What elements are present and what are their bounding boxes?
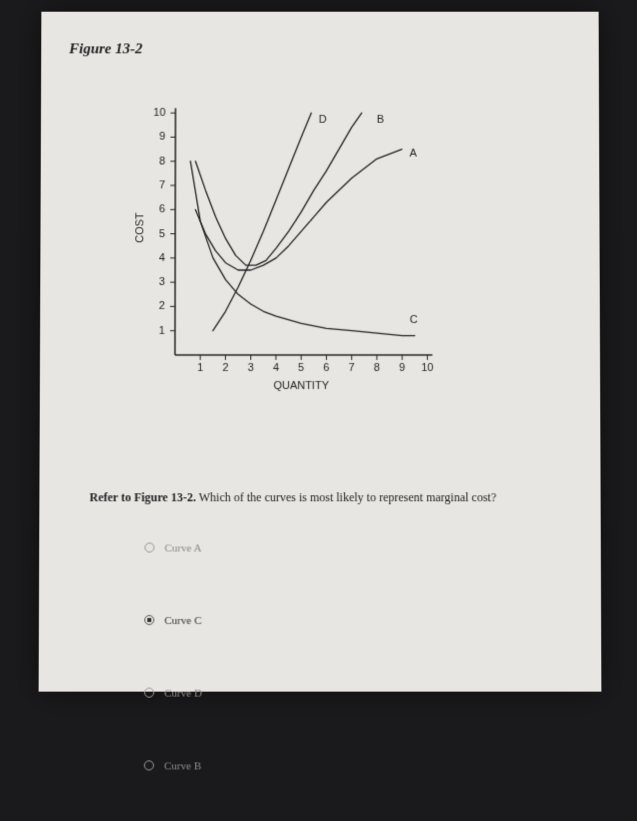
svg-text:7: 7 bbox=[349, 362, 355, 374]
answer-options: Curve A Curve C Curve D Curve B bbox=[144, 530, 202, 821]
option-label: Curve A bbox=[165, 543, 202, 555]
svg-text:COST: COST bbox=[134, 212, 146, 243]
svg-text:C: C bbox=[410, 314, 418, 326]
svg-text:9: 9 bbox=[399, 362, 405, 374]
answer-option[interactable]: Curve D bbox=[144, 675, 202, 711]
svg-text:7: 7 bbox=[159, 179, 165, 191]
svg-text:A: A bbox=[409, 147, 417, 159]
option-label: Curve D bbox=[164, 688, 202, 700]
svg-text:2: 2 bbox=[159, 300, 165, 312]
svg-text:4: 4 bbox=[159, 252, 165, 264]
worksheet-page: Figure 13-2 1 2 3 4 5 6 7 8 9 10 1 2 3 4 5 6 7 8 9 10 QUANTI… bbox=[39, 12, 602, 692]
svg-text:1: 1 bbox=[197, 362, 203, 374]
svg-text:3: 3 bbox=[248, 362, 254, 374]
svg-text:5: 5 bbox=[159, 228, 165, 240]
svg-text:QUANTITY: QUANTITY bbox=[273, 380, 329, 392]
cost-chart: 1 2 3 4 5 6 7 8 9 10 1 2 3 4 5 6 7 8 9 10 QUANTITY COST A B C D bbox=[130, 91, 460, 400]
question-body: Which of the curves is most likely to re… bbox=[196, 490, 496, 504]
option-label: Curve B bbox=[164, 760, 201, 772]
radio-icon bbox=[144, 688, 154, 698]
svg-text:5: 5 bbox=[298, 362, 304, 374]
question-text: Refer to Figure 13-2. Which of the curve… bbox=[89, 490, 570, 505]
svg-text:3: 3 bbox=[159, 276, 165, 288]
radio-icon bbox=[144, 615, 154, 625]
svg-text:8: 8 bbox=[374, 362, 380, 374]
svg-text:10: 10 bbox=[153, 107, 165, 119]
svg-text:10: 10 bbox=[421, 362, 433, 374]
svg-text:D: D bbox=[319, 114, 327, 126]
answer-option[interactable]: Curve C bbox=[144, 603, 202, 639]
answer-option[interactable]: Curve B bbox=[144, 748, 202, 784]
figure-title: Figure 13-2 bbox=[69, 41, 142, 58]
question-prefix: Refer to Figure 13-2. bbox=[89, 490, 195, 504]
option-label: Curve C bbox=[164, 615, 201, 627]
svg-text:2: 2 bbox=[222, 362, 228, 374]
svg-text:9: 9 bbox=[159, 131, 165, 143]
radio-icon bbox=[144, 761, 154, 771]
svg-text:1: 1 bbox=[159, 325, 165, 337]
radio-icon bbox=[144, 543, 154, 553]
svg-text:4: 4 bbox=[273, 362, 279, 374]
svg-text:8: 8 bbox=[159, 155, 165, 167]
svg-text:6: 6 bbox=[159, 204, 165, 216]
svg-text:6: 6 bbox=[323, 362, 329, 374]
answer-option[interactable]: Curve A bbox=[144, 530, 202, 566]
svg-text:B: B bbox=[377, 114, 384, 126]
